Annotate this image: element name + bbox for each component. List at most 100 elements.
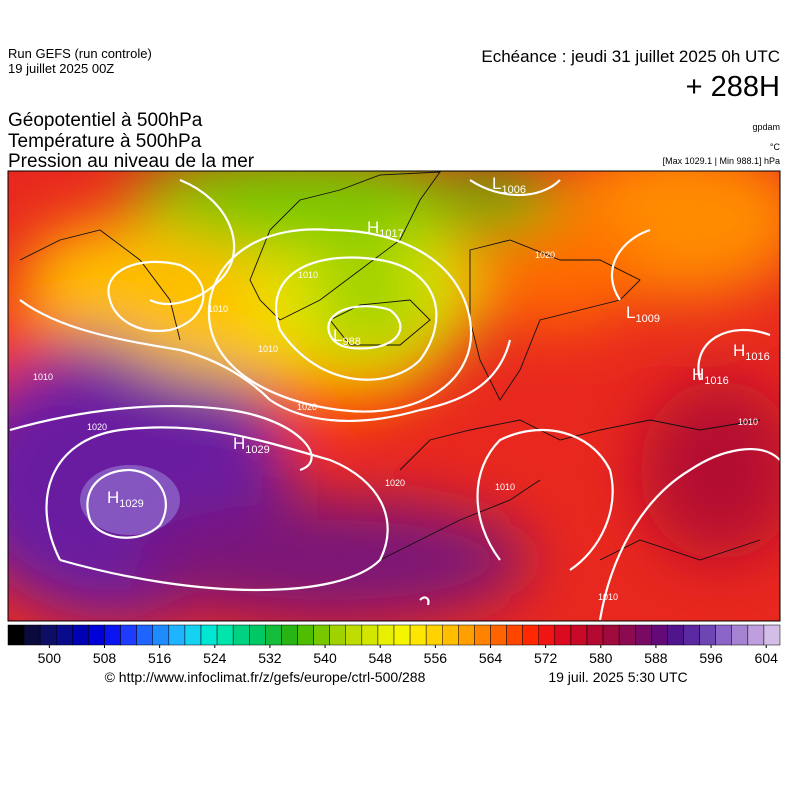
color-swatch — [731, 624, 749, 646]
color-swatch — [200, 624, 218, 646]
colorbar-tick-label: 508 — [93, 650, 117, 666]
unit: °C — [770, 142, 781, 152]
color-swatch — [425, 624, 443, 646]
color-swatch — [361, 624, 379, 646]
isobar-label: 1010 — [598, 592, 618, 602]
color-swatch — [635, 624, 652, 646]
isobar-label: 1020 — [385, 478, 405, 488]
isobar-label: 1020 — [535, 250, 555, 260]
pressure-center: L988 — [333, 326, 361, 348]
color-swatch — [683, 624, 700, 646]
valid-time: Echéance : jeudi 31 juillet 2025 0h UTC — [481, 47, 780, 66]
pressure-center: H1016 — [692, 365, 729, 387]
color-swatch — [152, 624, 170, 646]
center-value: 1017 — [379, 228, 403, 240]
unit: [Max 1029.1 | Min 988.1] hPa — [663, 156, 780, 166]
colorbar-tick-label: 572 — [534, 650, 558, 666]
color-swatch — [699, 624, 716, 646]
center-value: 1009 — [635, 313, 659, 325]
center-kind: L — [626, 303, 635, 322]
color-swatch — [216, 624, 234, 646]
pressure-center: H1016 — [733, 341, 770, 363]
color-swatch — [409, 624, 427, 646]
pressure-center: H1017 — [367, 218, 404, 240]
color-swatch — [506, 624, 523, 646]
color-swatch — [297, 624, 314, 646]
color-swatch — [763, 624, 781, 646]
colorbar-tick-label: 580 — [589, 650, 613, 666]
color-swatch — [522, 624, 540, 646]
center-value: 988 — [342, 336, 360, 348]
field-name: Géopotentiel à 500hPa — [8, 110, 203, 131]
color-swatch — [232, 624, 250, 646]
center-kind: H — [367, 218, 379, 237]
colorbar-tick-label: 532 — [258, 650, 282, 666]
color-swatch — [715, 624, 733, 646]
color-swatch — [602, 624, 620, 646]
color-swatch — [88, 624, 105, 646]
pressure-center: H1029 — [233, 434, 270, 456]
map-frame — [7, 170, 781, 622]
center-kind: H — [733, 341, 745, 360]
colorbar: 500 508 516 524 532 540 548 556 564 572 580 588 596 6… — [7, 624, 781, 666]
map — [8, 171, 780, 621]
center-kind: H — [233, 434, 245, 453]
issue-time: 19 juil. 2025 5:30 UTC — [548, 669, 687, 685]
color-swatch — [72, 624, 89, 646]
isobar-label: 1010 — [208, 304, 228, 314]
color-swatch — [104, 624, 121, 646]
colorbar-tick-label: 548 — [369, 650, 393, 666]
colorbar-tick-label: 516 — [148, 650, 172, 666]
color-swatch — [618, 624, 636, 646]
isobar-label: 1020 — [87, 422, 107, 432]
run-name: Run GEFS (run controle) — [8, 46, 152, 61]
field-name: Température à 500hPa — [8, 131, 202, 152]
colorbar-tick-label: 524 — [203, 650, 227, 666]
source-url: © http://www.infoclimat.fr/z/gefs/europe… — [105, 669, 426, 685]
color-swatch — [56, 624, 73, 646]
color-swatch — [39, 624, 57, 646]
colorbar-tick-label: 588 — [644, 650, 668, 666]
color-swatch — [474, 624, 491, 646]
center-kind: L — [492, 174, 501, 193]
colorbar-tick-label: 540 — [313, 650, 337, 666]
pressure-center: H1029 — [107, 488, 144, 510]
color-swatch — [570, 624, 588, 646]
color-swatch — [281, 624, 298, 646]
pressure-center: L1006 — [492, 174, 526, 196]
pressure-center: L1009 — [626, 303, 660, 325]
run-date: 19 juillet 2025 00Z — [8, 61, 114, 76]
colorbar-tick-label: 596 — [699, 650, 723, 666]
center-value: 1016 — [704, 375, 728, 387]
colorbar-tick-label: 564 — [479, 650, 503, 666]
color-swatch — [249, 624, 266, 646]
color-swatch — [377, 624, 395, 646]
color-swatch — [393, 624, 411, 646]
color-swatch — [168, 624, 186, 646]
color-swatch — [538, 624, 556, 646]
colorbar-tick-label: 556 — [424, 650, 448, 666]
color-swatch — [120, 624, 137, 646]
center-value: 1006 — [501, 184, 525, 196]
center-value: 1016 — [745, 351, 769, 363]
center-kind: H — [107, 488, 119, 507]
lead-time: + 288H — [686, 71, 780, 103]
color-swatch — [442, 624, 459, 646]
center-value: 1029 — [119, 498, 143, 510]
isobar-label: 1020 — [297, 402, 317, 412]
color-swatch — [184, 624, 202, 646]
field-name: Pression au niveau de la mer — [8, 151, 255, 172]
isobar-label: 1010 — [298, 270, 318, 280]
color-swatch — [458, 624, 475, 646]
color-swatch — [554, 624, 572, 646]
colorbar-tick-label: 604 — [755, 650, 779, 666]
isobar-label: 1010 — [258, 344, 278, 354]
color-swatch — [490, 624, 507, 646]
center-value: 1029 — [245, 444, 269, 456]
colorbar-tick-label: 500 — [38, 650, 62, 666]
color-swatch — [23, 624, 41, 646]
center-kind: H — [692, 365, 704, 384]
color-swatch — [345, 624, 363, 646]
color-swatch — [651, 624, 668, 646]
